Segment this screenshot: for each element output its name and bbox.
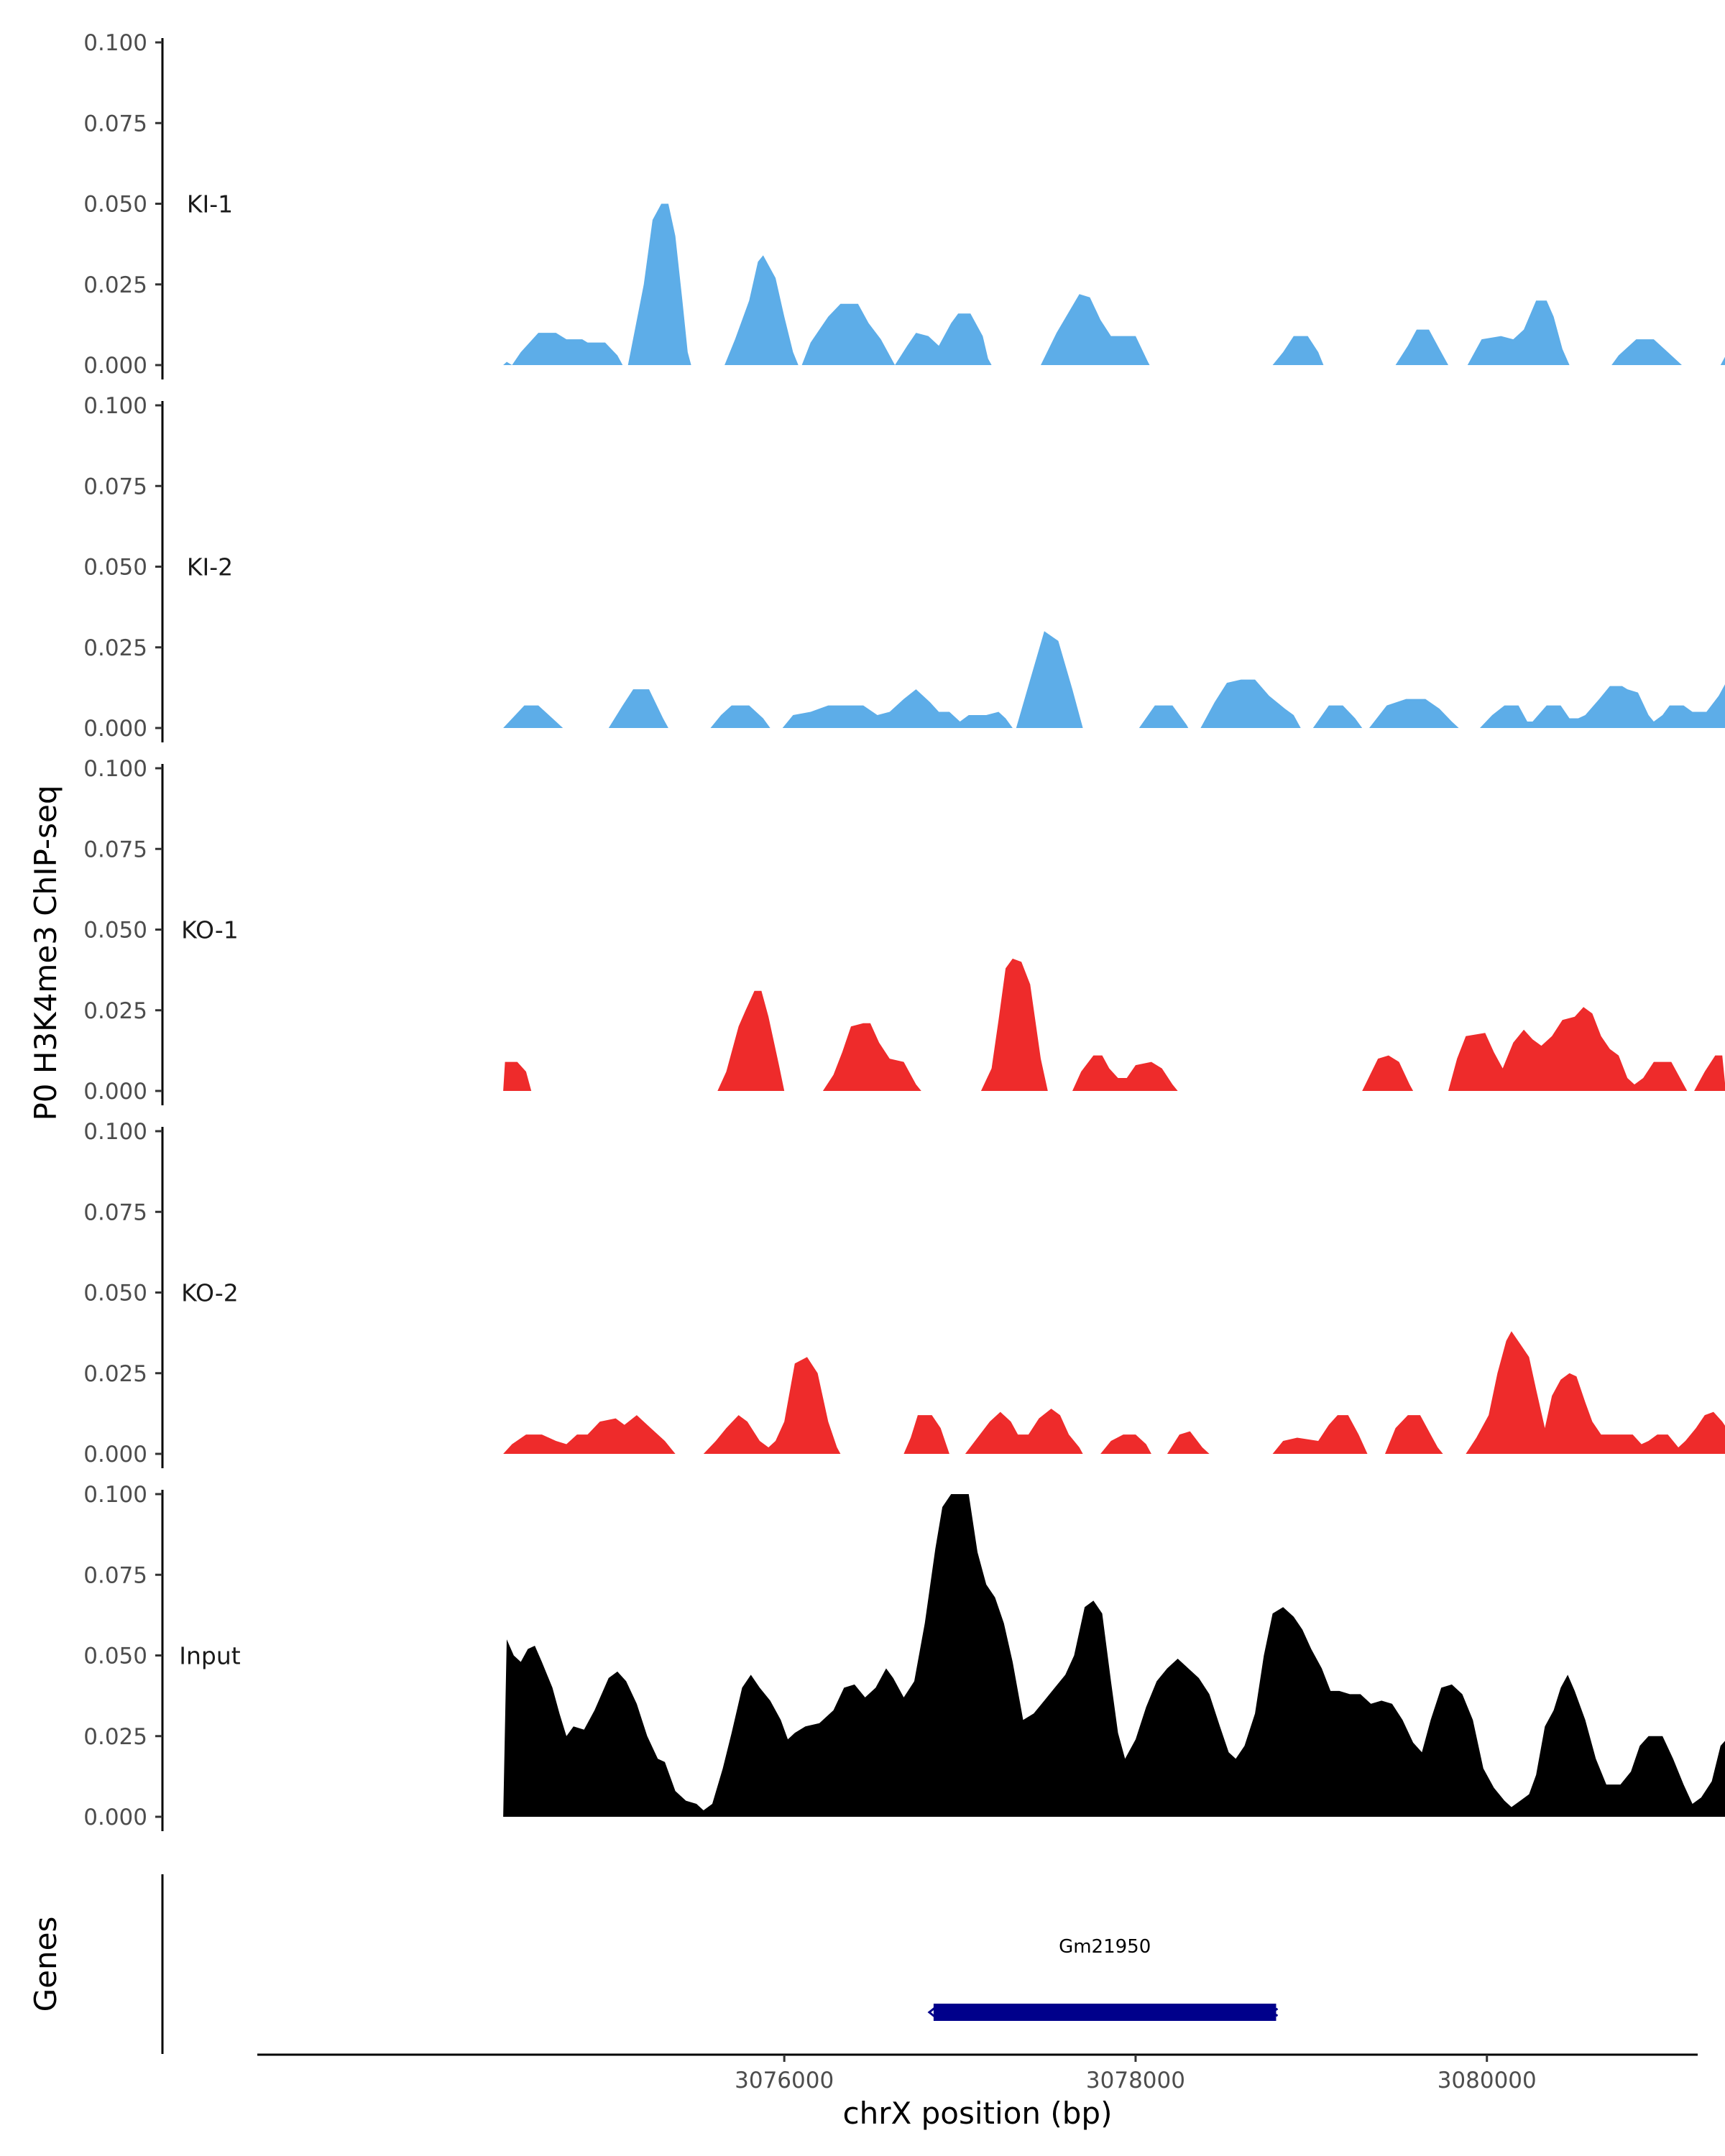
gene-gm21950: Gm21950: [927, 1936, 1279, 2021]
y-tick-label: 0.050: [83, 192, 147, 218]
x-axis-title: chrX position (bp): [843, 2096, 1113, 2131]
signal-area: [503, 203, 1725, 365]
gene-label: Gm21950: [1059, 1936, 1151, 1958]
y-tick-label: 0.075: [83, 837, 147, 862]
y-tick-label: 0.075: [83, 474, 147, 499]
x-tick-label: 3078000: [1086, 2068, 1185, 2093]
y-tick-label: 0.050: [83, 918, 147, 944]
y-tick-label: 0.050: [83, 1281, 147, 1307]
signal-area: [503, 958, 1725, 1091]
y-tick-label: 0.100: [83, 393, 147, 419]
track-panel-ki-1: 0.000 0.025 0.050 0.075 0.100 KI-1: [83, 30, 1725, 379]
signal-area: [503, 1494, 1725, 1817]
y-tick-label: 0.000: [83, 1442, 147, 1468]
track-panel-input: 0.000 0.025 0.050 0.075 0.100 Input: [83, 1482, 1725, 1831]
y-tick-label: 0.100: [83, 1119, 147, 1145]
track-panel-ko-2: 0.000 0.025 0.050 0.075 0.100 KO-2: [83, 1119, 1725, 1468]
track-label: Input: [179, 1642, 241, 1670]
y-axis-title: P0 H3K4me3 ChIP-seq: [28, 785, 63, 1120]
track-label: KO-1: [181, 916, 239, 944]
signal-area: [503, 631, 1725, 728]
y-tick-label: 0.025: [83, 635, 147, 661]
y-tick-label: 0.075: [83, 111, 147, 137]
y-tick-label: 0.025: [83, 998, 147, 1024]
y-tick-label: 0.050: [83, 555, 147, 581]
y-tick-label: 0.100: [83, 30, 147, 56]
x-axis: chrX position (bp) 3076000 3078000 3080000: [257, 2053, 1698, 2131]
track-label: KI-2: [187, 553, 233, 581]
x-tick-label: 3080000: [1438, 2068, 1537, 2093]
tracks-layer: 0.0000.0250.0500.0750.100KI-10.0000.0250…: [83, 30, 1725, 1831]
track-panel-ko-1: 0.000 0.025 0.050 0.075 0.100 KO-1: [83, 756, 1725, 1105]
y-tick-label: 0.025: [83, 1361, 147, 1387]
y-tick-label: 0.075: [83, 1562, 147, 1588]
y-tick-label: 0.075: [83, 1199, 147, 1225]
y-tick-label: 0.025: [83, 1724, 147, 1750]
y-tick-label: 0.025: [83, 272, 147, 298]
y-tick-label: 0.000: [83, 716, 147, 742]
genes-panel: Genes Gm21950: [28, 1874, 1279, 2054]
gene-body: [933, 2004, 1276, 2021]
track-panel-ki-2: 0.000 0.025 0.050 0.075 0.100 KI-2: [83, 393, 1725, 742]
y-tick-label: 0.000: [83, 1079, 147, 1105]
track-label: KO-2: [181, 1279, 239, 1307]
x-tick-label: 3076000: [735, 2068, 834, 2093]
track-label: KI-1: [187, 190, 233, 218]
y-tick-label: 0.100: [83, 1482, 147, 1508]
genes-axis-title: Genes: [28, 1917, 63, 2012]
y-tick-label: 0.100: [83, 756, 147, 782]
y-tick-label: 0.000: [83, 1805, 147, 1830]
y-tick-label: 0.050: [83, 1644, 147, 1669]
strand-arrow: [927, 2005, 937, 2019]
y-tick-label: 0.000: [83, 353, 147, 379]
signal-area: [503, 1331, 1725, 1454]
strand-arrow: [1269, 2007, 1279, 2017]
